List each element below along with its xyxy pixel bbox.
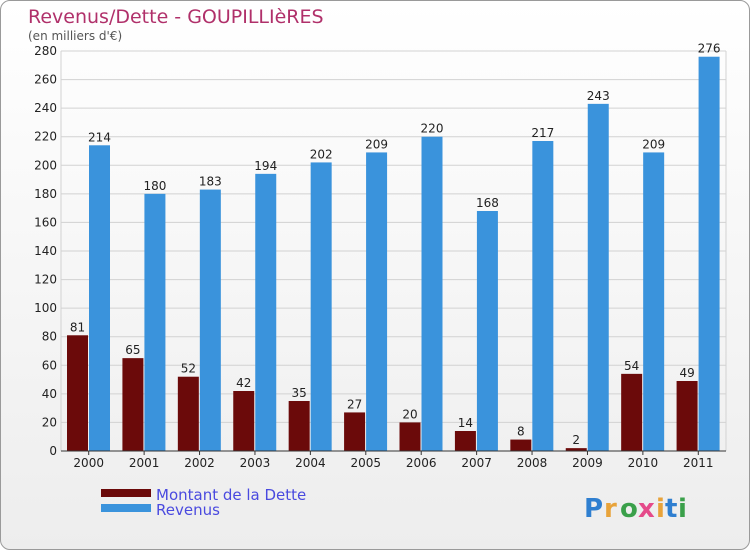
x-tick-label-2009: 2009: [572, 456, 603, 470]
legend-swatch-revenus: [101, 504, 151, 512]
value-label-revenus-2007: 168: [476, 196, 499, 210]
y-tick-label: 260: [34, 73, 57, 87]
value-label-dette-2007: 14: [458, 416, 473, 430]
bar-dette-2005: [344, 412, 366, 451]
bar-dette-2003: [233, 391, 255, 451]
y-axis: 0 20 40 60 80 100 120 140 160 180 200 220 240 260 280: [34, 44, 57, 458]
value-label-revenus-2002: 183: [199, 175, 222, 189]
value-label-revenus-2004: 202: [310, 147, 333, 161]
logo-letter: r: [604, 494, 617, 524]
value-label-dette-2009: 2: [572, 433, 580, 447]
legend-swatch-dette: [101, 489, 151, 497]
x-tick-label-2005: 2005: [351, 456, 382, 470]
logo-letter: x: [638, 494, 655, 524]
value-label-revenus-2003: 194: [254, 159, 277, 173]
y-tick-label: 100: [34, 301, 57, 315]
value-label-revenus-2000: 214: [88, 130, 111, 144]
y-tick-label: 280: [34, 44, 57, 58]
bar-revenus-2001: [144, 193, 166, 451]
x-tick-label-2004: 2004: [295, 456, 326, 470]
value-label-dette-2005: 27: [347, 397, 362, 411]
bar-revenus-2008: [532, 141, 554, 451]
bar-dette-2001: [122, 358, 144, 451]
y-tick-label: 0: [49, 444, 57, 458]
logo-letter: i: [656, 494, 665, 524]
value-label-dette-2002: 52: [181, 362, 196, 376]
x-tick-label-2002: 2002: [184, 456, 215, 470]
logo-letter: o: [620, 494, 638, 524]
bar-revenus-2002: [199, 189, 221, 452]
y-tick-label: 60: [42, 358, 57, 372]
value-label-dette-2006: 20: [402, 407, 417, 421]
y-tick-label: 220: [34, 130, 57, 144]
value-label-dette-2010: 54: [624, 359, 639, 373]
value-label-revenus-2011: 276: [698, 42, 721, 56]
legend: Montant de la Dette Revenus: [101, 486, 306, 519]
chart-subtitle: (en milliers d'€): [28, 29, 122, 43]
value-label-revenus-2008: 217: [531, 126, 554, 140]
legend-label-revenus: Revenus: [156, 501, 220, 519]
x-tick-label-2003: 2003: [240, 456, 271, 470]
bar-dette-2009: [565, 448, 587, 451]
y-tick-label: 160: [34, 215, 57, 229]
bar-revenus-2003: [255, 173, 277, 451]
x-tick-label-2007: 2007: [461, 456, 492, 470]
bar-dette-2000: [67, 335, 88, 451]
bar-revenus-2005: [366, 152, 388, 451]
y-tick-label: 140: [34, 244, 57, 258]
bar-dette-2010: [621, 373, 643, 451]
logo-letter: P: [584, 494, 603, 524]
x-tick-label-2000: 2000: [73, 456, 104, 470]
x-axis: 2000 2001 2002 2003 2004 2005 2006 2007 2008 2009…: [61, 450, 726, 470]
y-tick-label: 180: [34, 187, 57, 201]
bar-revenus-2004: [310, 162, 332, 451]
bar-revenus-2000: [89, 145, 110, 452]
logo-letter: t: [665, 494, 677, 524]
value-label-dette-2008: 8: [517, 425, 525, 439]
y-tick-label: 200: [34, 158, 57, 172]
y-tick-label: 20: [42, 415, 57, 429]
x-tick-label-2008: 2008: [517, 456, 548, 470]
bar-dette-2004: [288, 401, 310, 451]
grid-lines: [60, 50, 727, 452]
x-tick-label-2010: 2010: [628, 456, 659, 470]
bar-revenus-2009: [587, 103, 609, 451]
y-tick-label: 40: [42, 387, 57, 401]
y-tick-label: 80: [42, 330, 57, 344]
value-label-dette-2004: 35: [292, 386, 307, 400]
bar-dette-2002: [177, 376, 199, 451]
bar-dette-2011: [676, 381, 698, 451]
bar-revenus-2011: [698, 56, 720, 451]
bars: 81 214 65 180 52 183 42 194 35 202 27 209 20 220 14 168…: [67, 42, 721, 452]
x-tick-label-2001: 2001: [129, 456, 160, 470]
value-label-dette-2001: 65: [125, 343, 140, 357]
logo-letter: i: [678, 494, 687, 524]
value-label-revenus-2006: 220: [421, 122, 444, 136]
y-tick-label: 120: [34, 273, 57, 287]
value-label-dette-2011: 49: [679, 366, 694, 380]
chart-title: Revenus/Dette - GOUPILLIèRES: [28, 6, 324, 28]
bar-dette-2008: [510, 439, 532, 451]
x-tick-label-2006: 2006: [406, 456, 437, 470]
legend-label-dette: Montant de la Dette: [156, 486, 306, 504]
value-label-dette-2000: 81: [70, 320, 85, 334]
x-tick-label-2011: 2011: [683, 456, 714, 470]
bar-revenus-2007: [476, 211, 498, 451]
value-label-revenus-2010: 209: [642, 137, 665, 151]
bar-revenus-2006: [421, 136, 443, 451]
value-label-dette-2003: 42: [236, 376, 251, 390]
bar-dette-2007: [454, 431, 476, 451]
value-label-revenus-2001: 180: [143, 179, 166, 193]
bar-dette-2006: [399, 422, 421, 451]
y-tick-label: 240: [34, 101, 57, 115]
value-label-revenus-2009: 243: [587, 89, 610, 103]
value-label-revenus-2005: 209: [365, 137, 388, 151]
bar-revenus-2010: [643, 152, 665, 451]
